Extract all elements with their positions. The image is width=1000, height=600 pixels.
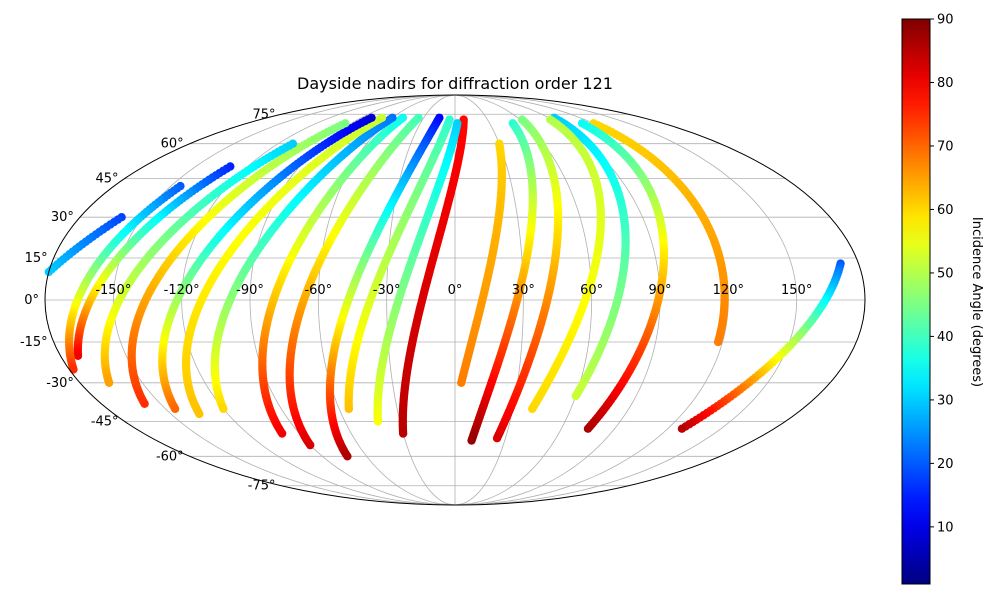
- track-point: [492, 434, 502, 443]
- orbit-track: [549, 113, 630, 401]
- track-point: [528, 404, 537, 414]
- track-point: [277, 429, 287, 438]
- latitude-tick-label: 75°: [252, 107, 275, 122]
- colorbar: 10 20 30 40 50 60 70 80 90 Incidence Angle (degr…: [901, 13, 984, 585]
- latitude-tick-label: 30°: [51, 210, 74, 225]
- data-tracks: [44, 113, 845, 461]
- colorbar-tick-label: 30: [937, 393, 954, 408]
- latitude-tick-label: 60°: [161, 137, 184, 152]
- orbit-track: [528, 115, 606, 414]
- orbit-track: [64, 181, 185, 374]
- orbit-track: [467, 119, 537, 445]
- orbit-track: [677, 259, 845, 433]
- colorbar-tick-label: 10: [937, 520, 954, 535]
- latitude-tick-label: -30°: [46, 376, 74, 391]
- chart-title: Dayside nadirs for diffraction order 121: [297, 74, 613, 93]
- longitude-tick-label: 60°: [580, 283, 603, 298]
- orbit-track: [44, 212, 126, 277]
- track-point: [713, 337, 723, 347]
- latitude-tick-label: -15°: [20, 335, 48, 350]
- colorbar-gradient: [901, 18, 931, 585]
- colorbar-ticks: 10 20 30 40 50 60 70 80 90: [930, 13, 954, 535]
- latitude-tick-label: 15°: [25, 251, 48, 266]
- longitude-tick-label: 120°: [713, 283, 744, 298]
- map-area: -150° -120° -90° -60° -30° 0° 30° 60° 90° 120° 150…: [20, 94, 866, 506]
- latitude-tick-label: 0°: [24, 293, 39, 308]
- longitude-tick-label: 0°: [448, 283, 463, 298]
- longitude-tick-labels: -150° -120° -90° -60° -30° 0° 30° 60° 90° 120° 150…: [95, 283, 812, 298]
- orbit-track: [210, 113, 397, 414]
- colorbar-tick-label: 80: [937, 76, 954, 91]
- orbit-track: [577, 119, 669, 433]
- latitude-tick-label: 45°: [96, 172, 119, 187]
- track-point: [73, 351, 83, 360]
- longitude-tick-label: 90°: [648, 283, 671, 298]
- track-point: [140, 399, 149, 408]
- longitude-tick-label: 30°: [512, 283, 535, 298]
- orbit-track: [127, 119, 350, 408]
- orbit-track: [285, 113, 423, 450]
- orbit-track: [373, 119, 462, 426]
- orbit-track: [457, 139, 507, 388]
- longitude-gridline: [317, 94, 456, 506]
- colorbar-label: Incidence Angle (degrees): [969, 217, 984, 387]
- longitude-gridline: [386, 94, 456, 506]
- colorbar-tick-label: 20: [937, 457, 954, 472]
- track-point: [170, 404, 180, 414]
- latitude-tick-labels: -75° -60° -45° -30° -15° 0° 15° 30° 45° 60° 75°: [20, 107, 276, 493]
- orbit-track: [325, 113, 444, 461]
- track-point: [677, 424, 687, 433]
- track-point: [343, 452, 352, 461]
- orbit-track: [589, 119, 729, 347]
- track-point: [457, 378, 466, 388]
- colorbar-tick-label: 70: [937, 139, 954, 154]
- orbit-track: [258, 113, 408, 438]
- colorbar-tick-label: 60: [937, 203, 954, 218]
- colorbar-tick-label: 90: [937, 13, 954, 28]
- longitude-tick-label: -30°: [373, 283, 401, 298]
- longitude-tick-label: -60°: [304, 283, 332, 298]
- latitude-tick-label: -75°: [248, 479, 276, 494]
- track-point: [583, 424, 593, 433]
- orbit-track: [73, 162, 235, 360]
- orbit-track: [398, 115, 468, 438]
- longitude-gridline: [112, 94, 456, 506]
- track-point: [104, 378, 114, 388]
- latitude-tick-label: -45°: [91, 414, 119, 429]
- track-point: [467, 436, 476, 445]
- orbit-track: [158, 113, 376, 414]
- longitude-tick-label: -120°: [164, 283, 200, 298]
- map-border: [44, 94, 866, 506]
- track-point: [571, 391, 580, 401]
- orbit-track: [492, 115, 563, 443]
- longitude-gridline: [454, 94, 798, 506]
- orbit-track: [181, 113, 387, 419]
- track-point: [344, 404, 354, 414]
- track-point: [219, 404, 228, 414]
- colorbar-tick-label: 40: [937, 330, 954, 345]
- colorbar-tick-label: 50: [937, 266, 954, 281]
- latitude-tick-label: -60°: [156, 449, 184, 464]
- longitude-tick-label: -150°: [95, 283, 131, 298]
- track-point: [195, 409, 204, 419]
- longitude-tick-label: -90°: [236, 283, 264, 298]
- track-point: [373, 417, 383, 426]
- longitude-gridline: [181, 94, 456, 506]
- track-point: [398, 429, 408, 438]
- track-point: [306, 440, 315, 450]
- orbit-track: [344, 115, 454, 414]
- longitude-tick-label: 150°: [781, 283, 812, 298]
- track-point: [69, 365, 78, 374]
- orbit-track: [100, 139, 298, 388]
